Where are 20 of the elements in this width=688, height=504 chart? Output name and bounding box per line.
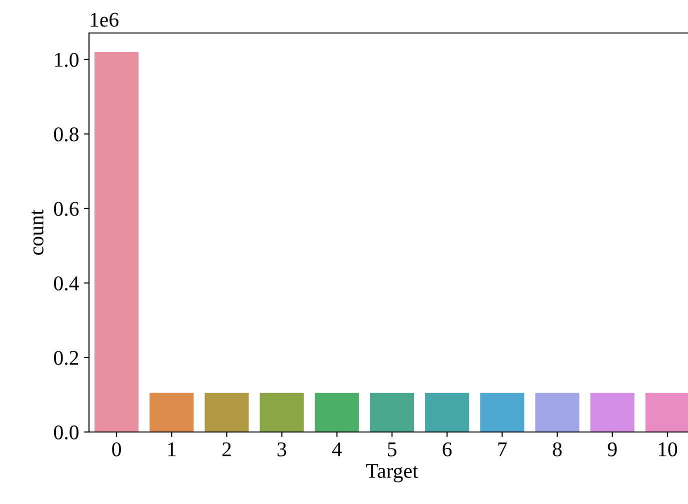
x-tick-label: 6 bbox=[442, 442, 452, 456]
x-tick-label: 2 bbox=[222, 442, 231, 456]
y-tick-label: 1.0 bbox=[55, 52, 78, 67]
y-tick-label: 0.8 bbox=[54, 127, 78, 142]
y-tick-label: 0.4 bbox=[54, 276, 79, 291]
y-tick-label: 0.2 bbox=[54, 350, 78, 366]
x-tick-label: 8 bbox=[552, 442, 562, 456]
y-tick-label: 0.6 bbox=[54, 202, 79, 216]
x-tick-label: 1 bbox=[168, 442, 176, 456]
x-tick-label: 4 bbox=[332, 442, 342, 456]
text: 1e6 bbox=[90, 12, 118, 27]
x-tick-label: 10 bbox=[658, 442, 678, 456]
y-axis-title: count bbox=[32, 209, 44, 255]
x-tick-label: 5 bbox=[388, 442, 396, 456]
x-tick-label: 3 bbox=[278, 442, 286, 456]
x-tick-label: 7 bbox=[498, 442, 507, 456]
x-tick-label: 9 bbox=[608, 442, 617, 456]
x-axis-title: Target bbox=[366, 464, 418, 482]
x-tick-label: 0 bbox=[112, 442, 121, 456]
y-tick-label: 0.0 bbox=[54, 425, 78, 440]
